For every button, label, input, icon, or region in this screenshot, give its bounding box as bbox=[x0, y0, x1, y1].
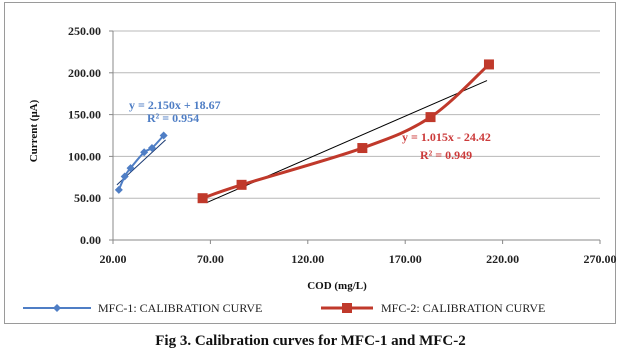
data-point-mfc1-6 bbox=[159, 131, 168, 140]
y-tick-label-3: 150.00 bbox=[68, 108, 101, 122]
data-point-mfc2-4 bbox=[425, 112, 436, 123]
mfc2-r2: R² = 0.949 bbox=[420, 148, 472, 162]
data-point-mfc1-3 bbox=[126, 164, 135, 173]
legend-label-mfc2: MFC-2: CALIBRATION CURVE bbox=[381, 301, 545, 315]
calibration-chart: 0.00 50.00 100.00 150.00 200.00 250.00 20.00 7… bbox=[23, 24, 617, 315]
y-tick-label-4: 200.00 bbox=[68, 66, 101, 80]
data-point-mfc2-1 bbox=[197, 193, 208, 204]
figure-caption: Fig 3. Calibration curves for MFC-1 and … bbox=[155, 333, 466, 349]
chart-frame: 0.00 50.00 100.00 150.00 200.00 250.00 20.00 7… bbox=[4, 2, 617, 324]
x-tick-label-5: 270.00 bbox=[584, 252, 617, 266]
x-tick-label-2: 120.00 bbox=[291, 252, 324, 266]
data-point-mfc2-2 bbox=[236, 179, 247, 190]
legend-marker-mfc2 bbox=[342, 303, 352, 313]
y-tick-label-1: 50.00 bbox=[74, 191, 101, 205]
axes bbox=[109, 30, 601, 244]
mfc1-equation: y = 2.150x + 18.67 bbox=[129, 98, 221, 112]
x-tick-label-1: 70.00 bbox=[197, 252, 224, 266]
mfc1-r2: R² = 0.954 bbox=[147, 111, 199, 125]
legend-label-mfc1: MFC-1: CALIBRATION CURVE bbox=[98, 301, 262, 315]
legend: MFC-1: CALIBRATION CURVE MFC-2: CALIBRAT… bbox=[23, 301, 545, 315]
x-tick-label-0: 20.00 bbox=[100, 252, 127, 266]
y-tick-label-2: 100.00 bbox=[68, 149, 101, 163]
data-point-mfc1-1 bbox=[114, 185, 123, 194]
x-tick-labels: 20.00 70.00 120.00 170.00 220.00 270.00 bbox=[100, 252, 617, 266]
data-point-mfc1-4 bbox=[140, 148, 149, 157]
legend-marker-mfc1 bbox=[53, 304, 61, 312]
data-point-mfc1-5 bbox=[147, 144, 156, 153]
y-axis-title: Current (μA) bbox=[28, 99, 40, 162]
data-point-mfc2-5 bbox=[483, 59, 494, 70]
y-tick-label-5: 250.00 bbox=[68, 24, 101, 38]
data-point-mfc1-2 bbox=[120, 172, 129, 181]
mfc2-equation: y = 1.015x - 24.42 bbox=[402, 130, 491, 144]
series-group bbox=[114, 59, 494, 204]
x-tick-label-4: 220.00 bbox=[486, 252, 519, 266]
y-tick-label-0: 0.00 bbox=[80, 233, 101, 247]
data-point-mfc2-3 bbox=[357, 143, 368, 154]
x-tick-label-3: 170.00 bbox=[389, 252, 422, 266]
gridlines bbox=[113, 30, 600, 199]
x-axis-title: COD (mg/L) bbox=[307, 280, 367, 292]
y-tick-labels: 0.00 50.00 100.00 150.00 200.00 250.00 bbox=[68, 24, 101, 247]
